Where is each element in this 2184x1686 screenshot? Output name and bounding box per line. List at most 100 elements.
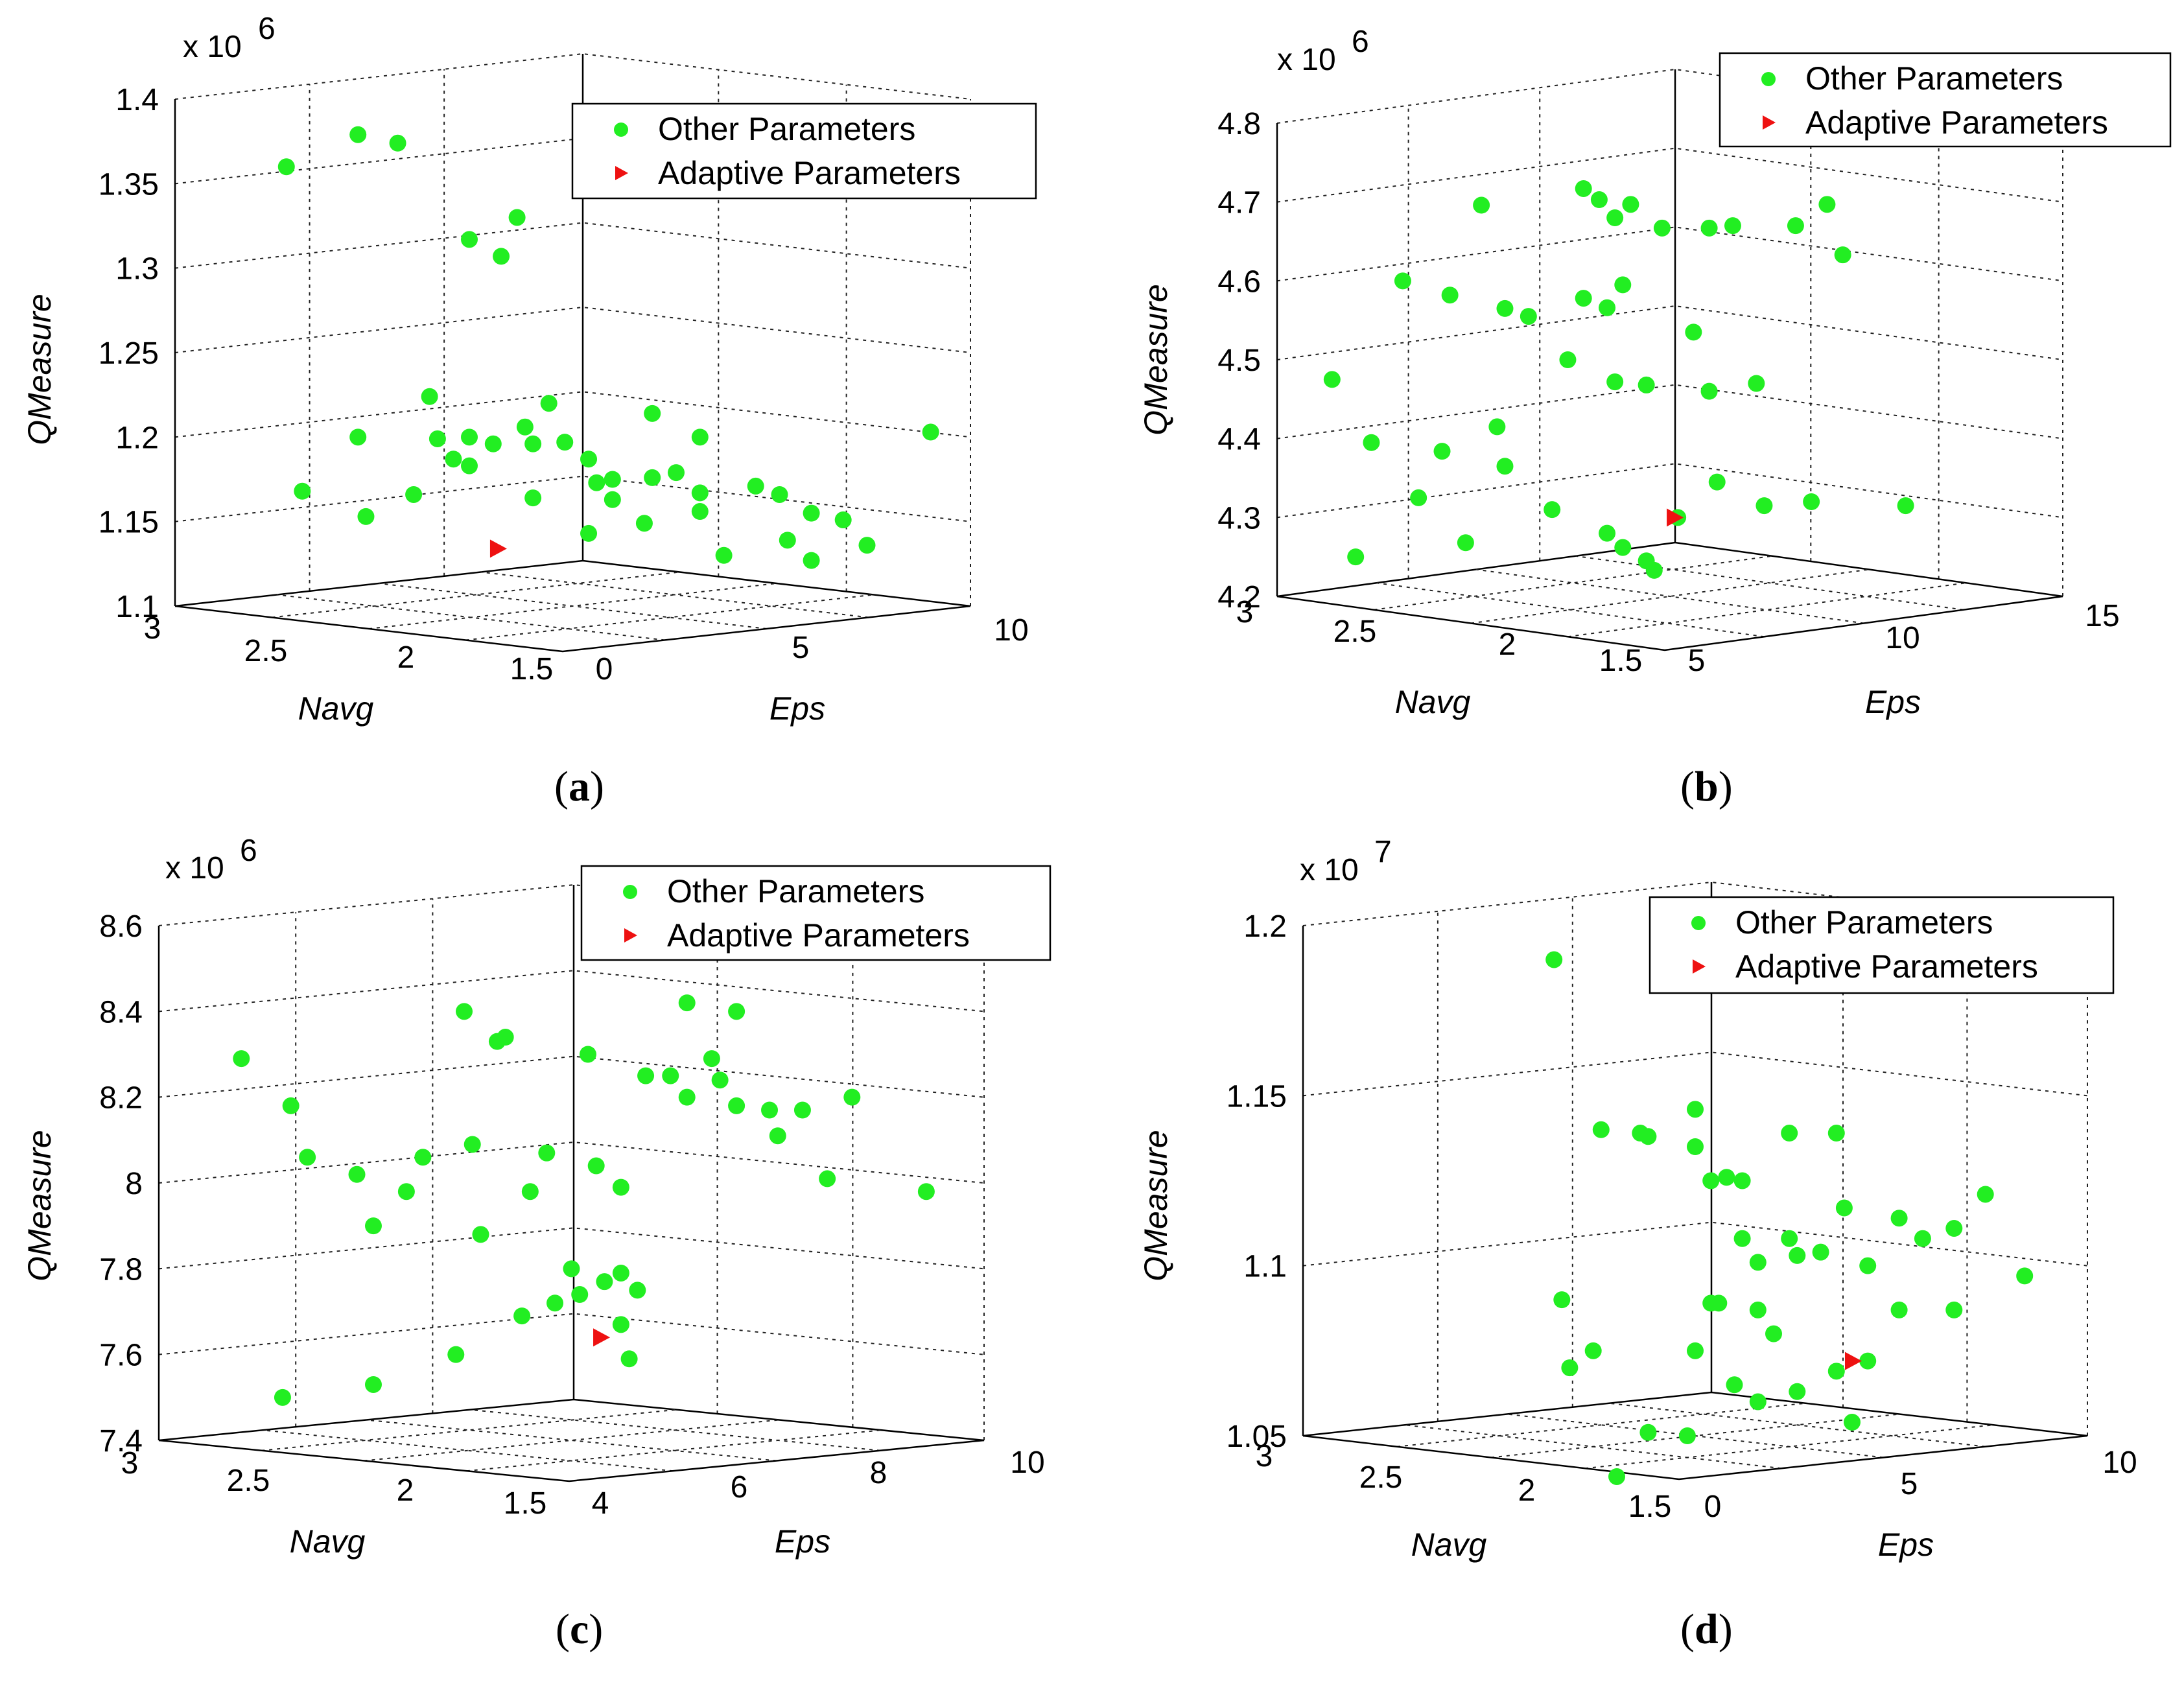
data-point-other [1733, 1230, 1751, 1247]
legend-label-other: Other Parameters [667, 873, 924, 909]
z-exponent: x 10 [1300, 853, 1359, 887]
data-point-other [1599, 524, 1616, 542]
floor-gridline [272, 571, 680, 618]
data-point-other [843, 1088, 861, 1106]
z-axis-label: QMeasure [1138, 1130, 1174, 1281]
data-point-other [604, 491, 621, 508]
legend-label-other: Other Parameters [1735, 904, 1993, 941]
data-point-other [1520, 308, 1537, 325]
z-tick-label: 1.3 [115, 252, 159, 287]
data-point-other [1545, 951, 1563, 968]
data-point-other [364, 1376, 382, 1393]
y-axis-label: Eps [1878, 1527, 1934, 1563]
floor-gridline [1396, 1402, 1806, 1447]
y-tick-label: 10 [994, 613, 1028, 648]
legend: Other Parameters Adaptive Parameters [1719, 52, 2172, 148]
gridline-horizontal [174, 53, 971, 100]
data-point-adaptive [489, 539, 507, 558]
data-point-other [349, 126, 367, 143]
data-point-other [580, 524, 598, 542]
data-point-other [349, 428, 367, 446]
floor-gridline [1584, 1424, 1994, 1469]
gridline-horizontal [1276, 384, 2063, 439]
data-point-other [1496, 458, 1514, 475]
data-point-other [277, 158, 295, 176]
data-point-other [1575, 180, 1592, 197]
data-point-other [1977, 1186, 1994, 1203]
data-point-other [662, 1067, 679, 1084]
data-point-other [1890, 1210, 1908, 1227]
z-tick-label: 4.4 [1217, 423, 1261, 457]
data-point-other [521, 1183, 539, 1200]
axis-floor-front [1302, 1434, 2088, 1481]
legend-label-adaptive: Adaptive Parameters [1805, 104, 2108, 141]
floor-gridline [1609, 1402, 1986, 1447]
data-point-other [524, 489, 542, 507]
gridline-horizontal [158, 970, 985, 1013]
x-tick-label: 2 [397, 1473, 414, 1508]
data-point-other [635, 515, 653, 532]
data-point-other [1606, 209, 1624, 226]
data-point-other [1575, 290, 1592, 307]
data-point-other [858, 537, 876, 554]
data-point-other [1945, 1301, 1963, 1318]
panel-label: (a) [554, 763, 604, 810]
data-point-other [1687, 1342, 1704, 1359]
axis-floor-front [158, 1439, 985, 1482]
legend-label-other: Other Parameters [658, 111, 915, 147]
data-point-other [1749, 1301, 1767, 1318]
data-point-other [1639, 1423, 1657, 1441]
z-tick-label: 4.5 [1217, 344, 1261, 378]
data-point-other [1890, 1301, 1908, 1318]
floor-gridline [1568, 582, 1966, 638]
data-point-other [516, 418, 534, 436]
data-point-other [596, 1273, 613, 1291]
data-point-other [1789, 1383, 1806, 1400]
data-point-other [1410, 489, 1427, 506]
gridline-horizontal [158, 1313, 985, 1355]
data-point-other [546, 1294, 564, 1312]
floor-gridline [1475, 568, 1864, 624]
data-point-other [1606, 373, 1624, 391]
x-axis-label: Navg [1411, 1527, 1487, 1563]
z-tick-label: 1.35 [99, 167, 159, 202]
data-point-other [1638, 376, 1655, 393]
x-tick-label: 2 [1499, 627, 1516, 662]
data-point-other [1599, 299, 1616, 316]
data-point-other [703, 1050, 720, 1068]
floor-gridline [379, 583, 767, 629]
data-point-other [579, 1046, 596, 1063]
data-point-other [644, 469, 661, 486]
data-point-other [771, 486, 788, 503]
data-point-other [1457, 534, 1474, 552]
data-point-other [274, 1388, 291, 1406]
y-tick-label: 0 [596, 652, 613, 686]
z-tick-label: 4.8 [1217, 107, 1261, 141]
data-point-other [357, 508, 375, 525]
gridline-horizontal [1276, 305, 2063, 360]
data-point-other [1755, 497, 1773, 515]
legend-marker-other [614, 123, 628, 137]
data-point-other [1687, 1138, 1704, 1156]
z-tick-label: 1.1 [1243, 1250, 1287, 1284]
x-tick-label: 3 [1236, 595, 1254, 629]
z-tick-label: 1.2 [115, 421, 159, 455]
data-point-other [637, 1067, 655, 1084]
data-point-other [691, 503, 709, 521]
legend-box [580, 865, 1051, 961]
floor-gridline [1470, 568, 1870, 624]
data-point-other [747, 477, 764, 495]
data-point-other [779, 532, 796, 549]
gridline-horizontal [174, 222, 971, 269]
data-point-other [1818, 196, 1836, 213]
z-axis-label: QMeasure [21, 1130, 58, 1281]
data-point-other [1945, 1219, 1963, 1237]
data-point-other [1844, 1414, 1861, 1431]
data-point-other [580, 451, 598, 468]
data-point-other [803, 504, 820, 522]
y-tick-label: 10 [2102, 1446, 2137, 1480]
data-point-other [728, 1003, 746, 1020]
data-point-other [1781, 1125, 1798, 1142]
legend: Other Parameters Adaptive Parameters [580, 865, 1051, 961]
floor-gridline [262, 1429, 674, 1472]
